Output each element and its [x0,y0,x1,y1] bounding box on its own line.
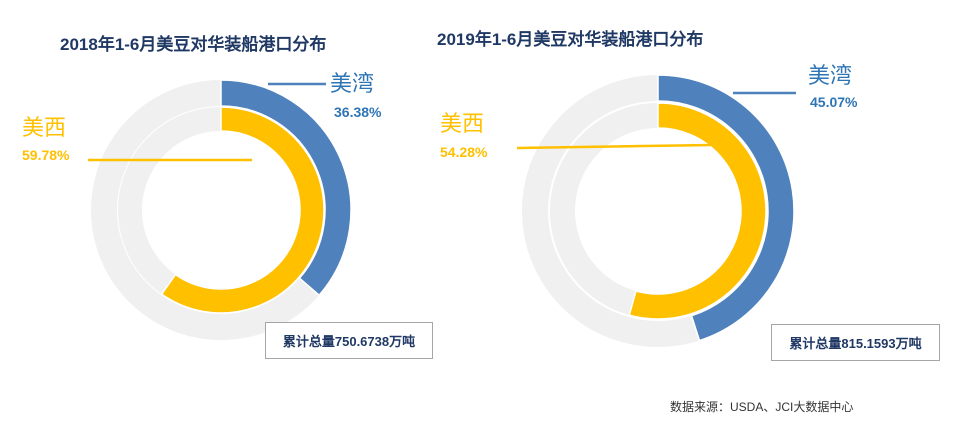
pct-gulf-2018: 36.38% [334,104,382,120]
pct-west-2019: 54.28% [440,144,488,160]
chart-title-2018: 2018年1-6月美豆对华装船港口分布 [60,35,327,54]
pct-gulf-2019: 45.07% [810,94,858,110]
leader-line-west-2019 [516,143,713,150]
label-west-2018: 美西 [22,116,67,141]
label-west-2019: 美西 [440,112,485,137]
data-source: 数据来源：USDA、JCI大数据中心 [670,400,854,414]
label-gulf-2018: 美湾 [330,72,375,97]
pct-west-2018: 59.78% [22,147,70,163]
chart-title-2019: 2019年1-6月美豆对华装船港口分布 [437,30,704,49]
slice-gulf-2018 [220,79,352,297]
slice-west-2018 [160,106,325,314]
slice-gulf-2019 [657,74,795,342]
slice-west-2019 [628,102,767,320]
total-box-2019: 累计总量815.1593万吨 [771,324,940,361]
label-gulf-2019: 美湾 [808,64,853,89]
total-box-2018: 累计总量750.6738万吨 [265,322,433,359]
